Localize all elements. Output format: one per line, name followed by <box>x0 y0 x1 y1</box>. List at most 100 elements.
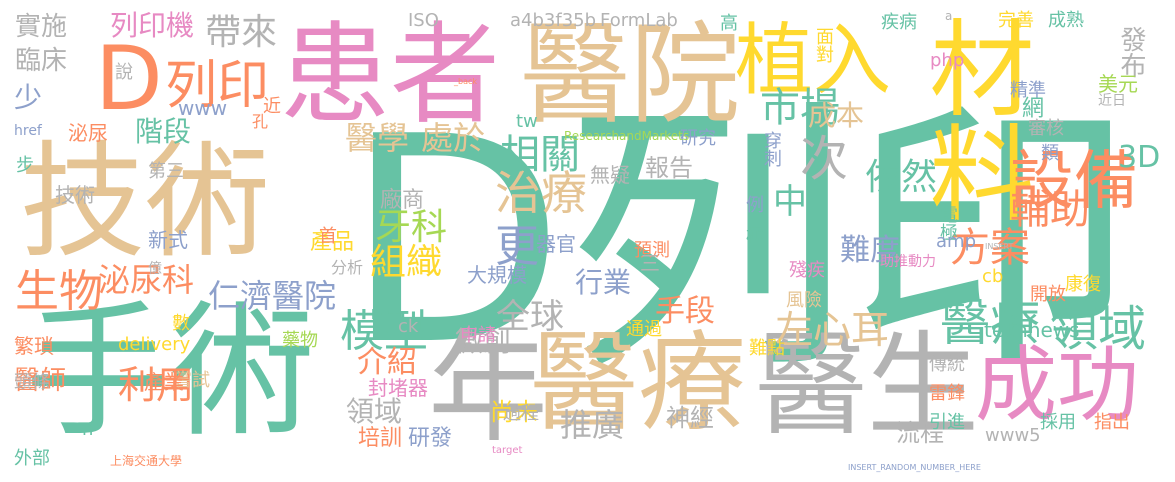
word-124: 外部 <box>14 448 50 469</box>
word-44: 成本 <box>808 99 865 132</box>
word-68: 技術 <box>55 183 95 207</box>
word-24: 仁濟醫院 <box>208 277 337 315</box>
word-60: 尚未 <box>490 398 538 426</box>
word-7: 年 <box>428 320 548 459</box>
word-35: 牙科 <box>375 207 448 248</box>
word-66: 發布 <box>1116 26 1146 78</box>
word-21: 全球 <box>496 297 564 337</box>
word-129: 近日 <box>1098 93 1126 109</box>
word-70: 電極 <box>937 205 958 241</box>
word-17: 輔助 <box>1010 187 1090 233</box>
word-13: 列印 <box>165 56 270 116</box>
word-27: 依然 <box>865 157 938 198</box>
word-1: 技術 <box>20 130 270 275</box>
word-12: D <box>95 27 163 130</box>
word-110: 藥物 <box>282 330 318 351</box>
word-61: 次 <box>791 133 847 181</box>
word-102: 例 <box>746 195 764 216</box>
word-52: 流程 <box>896 419 944 447</box>
word-63: 第三 <box>148 161 184 182</box>
word-48: 領域 <box>346 395 403 428</box>
word-15: 領域 <box>1050 301 1147 357</box>
word-56: 器官 <box>536 232 576 256</box>
word-14: 醫療 <box>940 294 1040 352</box>
word-16: 方案 <box>950 225 1030 271</box>
word-112: 封堵器 <box>368 376 428 400</box>
word-122: 採用 <box>1040 412 1076 433</box>
word-84: 孔 <box>252 112 269 131</box>
word-86: 說 <box>115 62 133 83</box>
word-131: INSERT_RANDOM_NUMBER_HERE <box>848 463 981 472</box>
word-53: 產品 <box>310 230 355 255</box>
word-40: 實施 <box>15 12 68 42</box>
word-41: 臨床 <box>15 46 68 76</box>
word-127: n <box>82 419 94 440</box>
word-62: 無疑 <box>590 163 630 187</box>
word-77: 成熟 <box>1048 10 1084 31</box>
word-114: ck <box>398 316 419 337</box>
word-26: 左心耳 <box>775 308 890 352</box>
word-3: 患者 <box>280 11 500 139</box>
word-95: 風險 <box>786 290 822 311</box>
word-134: target <box>492 445 523 456</box>
word-18: 市場 <box>760 85 840 131</box>
word-28: 帶來 <box>205 12 278 53</box>
word-85: 近 <box>263 96 281 117</box>
word-87: href <box>14 123 42 139</box>
word-130: 上海交通大學 <box>110 454 183 468</box>
word-59: 研發 <box>408 426 453 451</box>
word-8: 醫療 <box>530 321 747 446</box>
word-9: 醫生 <box>755 321 979 451</box>
word-23: 生物 <box>15 266 103 317</box>
word-69: 研究 <box>680 128 716 149</box>
word-6: 植入 <box>735 16 892 106</box>
word-79: php <box>930 50 965 71</box>
word-81: FormLab <box>600 10 678 31</box>
word-91: cb <box>982 266 1004 287</box>
word-98: 極 <box>746 226 764 247</box>
word-49: 介紹 <box>357 345 417 380</box>
word-29: 難度 <box>840 233 900 268</box>
word-83: www <box>178 96 228 120</box>
word-120: 引進 <box>929 412 965 433</box>
word-47: 微創 <box>455 325 512 358</box>
word-90: amp <box>936 231 976 252</box>
word-10: 成功 <box>975 338 1140 433</box>
word-64: 泌尿 <box>68 121 108 145</box>
word-39: 列印機 <box>110 9 195 42</box>
word-74: 疾病 <box>881 12 917 33</box>
word-123: 指出 <box>1094 412 1130 433</box>
word-119: 過程 <box>503 403 539 424</box>
word-43: 階段 <box>135 115 192 148</box>
word-38: 處於 <box>421 119 486 157</box>
word-33: 更 <box>495 221 539 272</box>
word-37: 醫學 <box>345 119 410 157</box>
word-104: 分析 <box>331 258 364 277</box>
word-73: 精準 <box>1010 80 1046 101</box>
word-2: 手術 <box>25 288 315 457</box>
word-5: 材料 <box>912 14 1034 224</box>
word-106: 繁瑣 <box>14 334 54 358</box>
word-92: technews <box>984 318 1080 342</box>
word-82: a4b3f35b <box>510 10 597 31</box>
word-113: 申請 <box>460 325 496 346</box>
word-111: delivery <box>118 334 191 355</box>
word-42: 少 <box>14 81 43 114</box>
word-107: 頭條 <box>14 372 50 393</box>
word-34: 中 <box>773 182 807 222</box>
word-116: 難點 <box>749 338 785 359</box>
word-25: 泌尿科 <box>98 261 195 299</box>
word-109: 產業 <box>144 370 184 394</box>
word-93: 開放 <box>1030 284 1066 305</box>
word-31: 利用 <box>118 363 195 407</box>
word-46: 行業 <box>575 266 632 299</box>
word-65: 新式 <box>148 228 188 252</box>
word-50: 醫師 <box>14 366 67 396</box>
word-126: 億 <box>148 261 162 277</box>
word-128: 助推動力 <box>880 254 936 270</box>
word-117: 傳統 <box>929 354 965 375</box>
word-57: 大規模 <box>467 263 527 287</box>
word-45: 手段 <box>655 294 715 329</box>
word-11: 設備 <box>1010 145 1138 219</box>
